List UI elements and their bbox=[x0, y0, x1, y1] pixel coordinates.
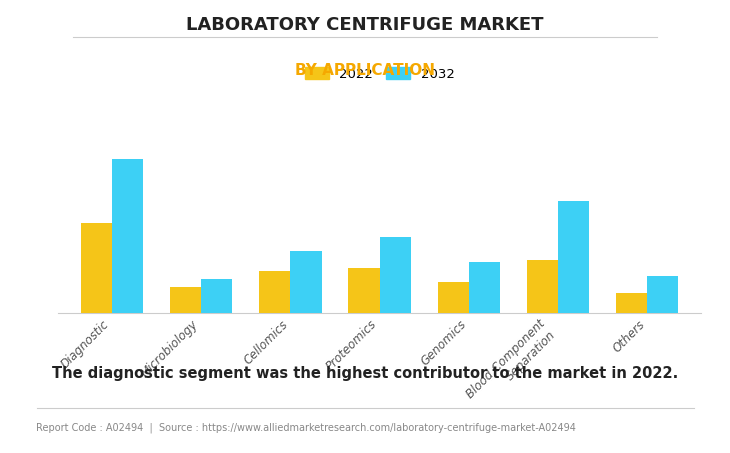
Bar bbox=[348, 268, 380, 313]
Bar bbox=[437, 282, 469, 313]
Bar bbox=[81, 223, 112, 313]
Bar bbox=[112, 159, 143, 313]
Legend: 2022, 2032: 2022, 2032 bbox=[299, 62, 460, 86]
Bar bbox=[380, 237, 411, 313]
Bar bbox=[259, 271, 291, 313]
Bar bbox=[558, 201, 589, 313]
Bar bbox=[170, 288, 201, 313]
Bar bbox=[201, 279, 232, 313]
Text: Report Code : A02494  |  Source : https://www.alliedmarketresearch.com/laborator: Report Code : A02494 | Source : https://… bbox=[36, 423, 577, 434]
Bar bbox=[291, 251, 322, 313]
Bar bbox=[616, 293, 648, 313]
Text: The diagnostic segment was the highest contributor to the market in 2022.: The diagnostic segment was the highest c… bbox=[52, 366, 678, 381]
Text: LABORATORY CENTRIFUGE MARKET: LABORATORY CENTRIFUGE MARKET bbox=[186, 16, 544, 34]
Bar bbox=[648, 276, 678, 313]
Bar bbox=[527, 260, 558, 313]
Bar bbox=[469, 262, 500, 313]
Text: BY APPLICATION: BY APPLICATION bbox=[295, 63, 435, 78]
